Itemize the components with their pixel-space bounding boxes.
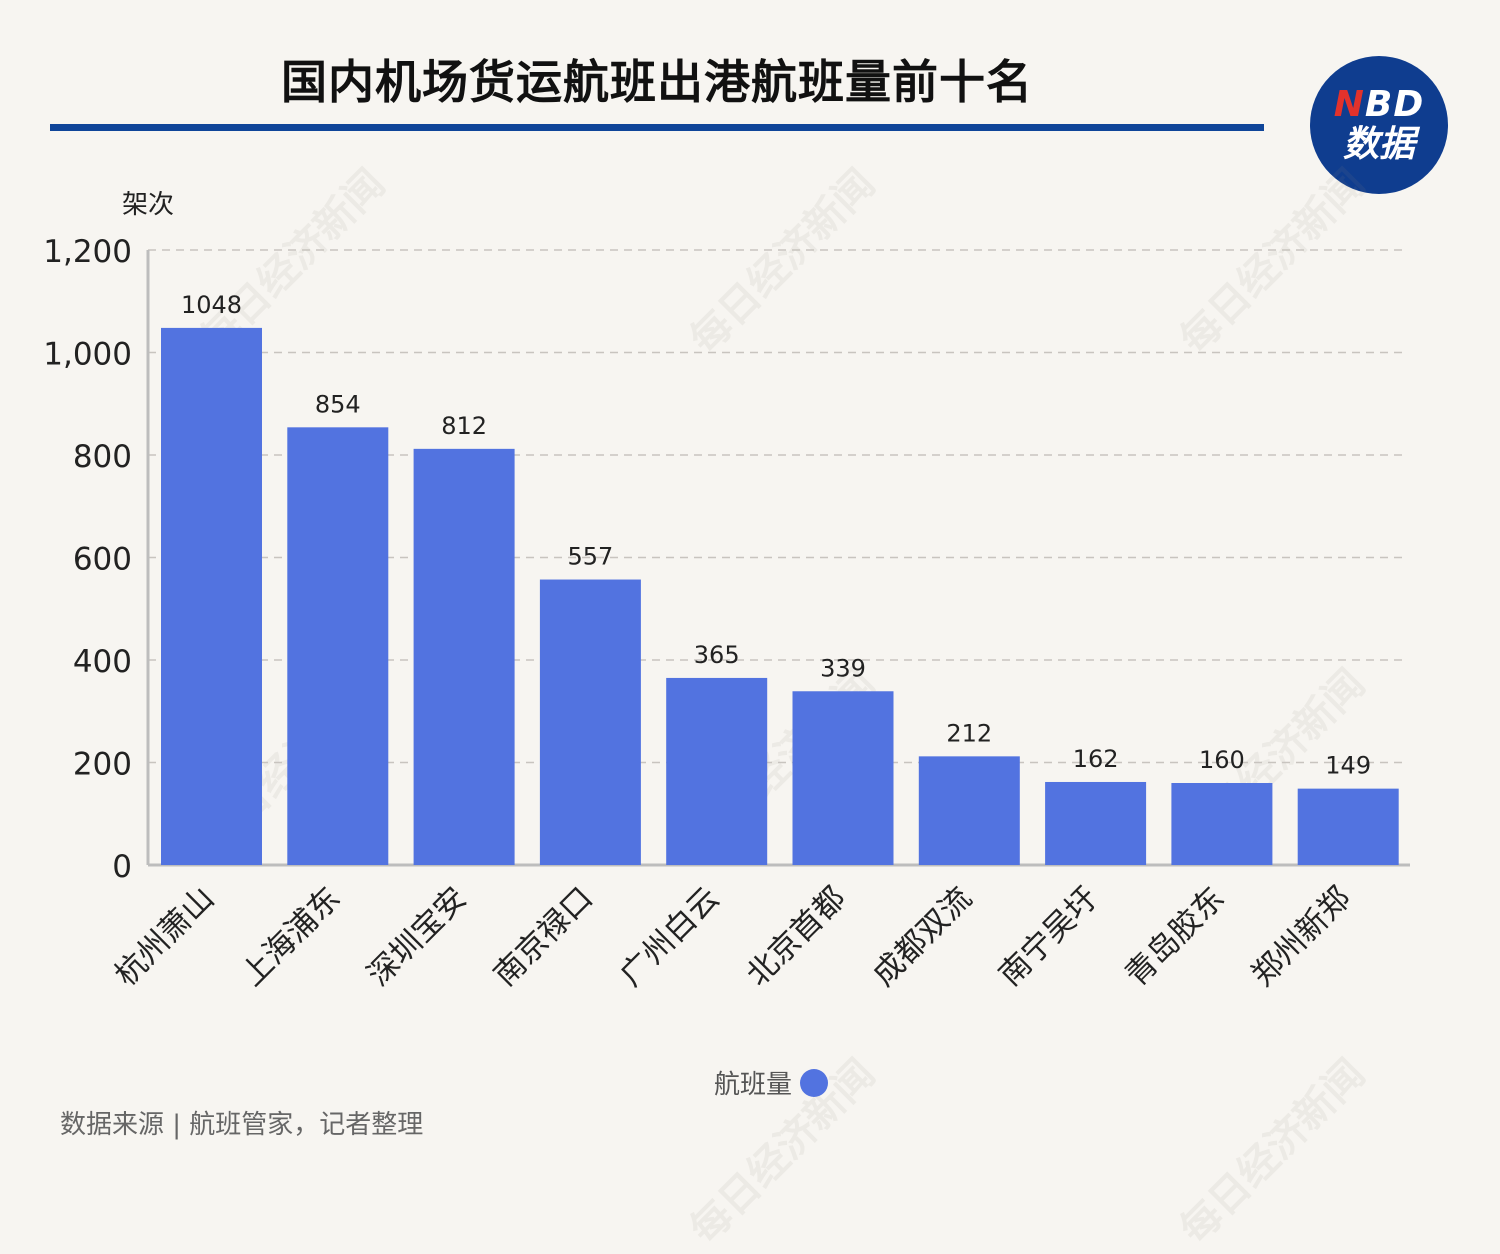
- data-label: 557: [567, 543, 613, 571]
- data-label: 339: [820, 654, 866, 682]
- x-tick-label: 上海浦东: [234, 880, 347, 993]
- data-label: 162: [1073, 745, 1119, 773]
- data-label: 854: [315, 390, 361, 418]
- bar: [413, 448, 515, 865]
- bar: [792, 691, 894, 865]
- y-tick-label: 400: [73, 644, 132, 680]
- y-axis-label: 架次: [122, 190, 174, 220]
- x-tick-label: 北京首都: [740, 880, 853, 993]
- logo-subtitle: 数据: [1342, 124, 1415, 165]
- y-tick-label: 200: [73, 747, 132, 783]
- bar: [1297, 788, 1399, 865]
- x-tick-label: 南宁吴圩: [992, 880, 1105, 993]
- x-tick-label: 杭州萧山: [108, 880, 221, 993]
- x-tick-label: 南京禄口: [487, 880, 600, 993]
- data-label: 365: [694, 641, 740, 669]
- data-label: 212: [946, 719, 992, 747]
- legend-swatch: [800, 1068, 829, 1097]
- bar-chart: 0 200 400 600 800 1,000 1,200 架次 1048 杭州萧山 854 上海浦东…: [43, 190, 1410, 993]
- legend-label: 航班量: [714, 1070, 793, 1100]
- data-label: 149: [1325, 752, 1371, 780]
- data-label: 160: [1199, 746, 1245, 774]
- y-tick-label: 0: [112, 849, 132, 885]
- bar: [1045, 781, 1147, 865]
- x-tick-label: 青岛胶东: [1118, 880, 1231, 993]
- data-label: 812: [441, 412, 487, 440]
- bar: [161, 327, 262, 865]
- y-tick-label: 800: [73, 439, 132, 475]
- data-label: 1048: [181, 291, 242, 319]
- x-tick-label: 成都双流: [866, 880, 979, 993]
- bar: [666, 677, 768, 865]
- title-underline: [50, 124, 1264, 131]
- bar: [1171, 783, 1273, 865]
- x-tick-label: 深圳宝安: [361, 880, 474, 993]
- data-source-note: 数据来源 | 航班管家，记者整理: [60, 1110, 424, 1140]
- bar: [539, 579, 641, 865]
- chart-title: 国内机场货运航班出港航班量前十名: [281, 55, 1033, 109]
- y-tick-label: 1,200: [43, 234, 132, 270]
- x-tick-label: 广州白云: [613, 880, 726, 993]
- legend: 航班量: [714, 1064, 829, 1101]
- bar: [287, 427, 389, 865]
- x-tick-label: 郑州新郑: [1245, 880, 1358, 993]
- y-tick-label: 1,000: [43, 337, 132, 373]
- logo-wordmark: NBD: [1333, 84, 1425, 125]
- y-tick-label: 600: [73, 542, 132, 578]
- bar: [918, 756, 1020, 865]
- nbd-data-logo: NBD 数据: [1310, 56, 1448, 194]
